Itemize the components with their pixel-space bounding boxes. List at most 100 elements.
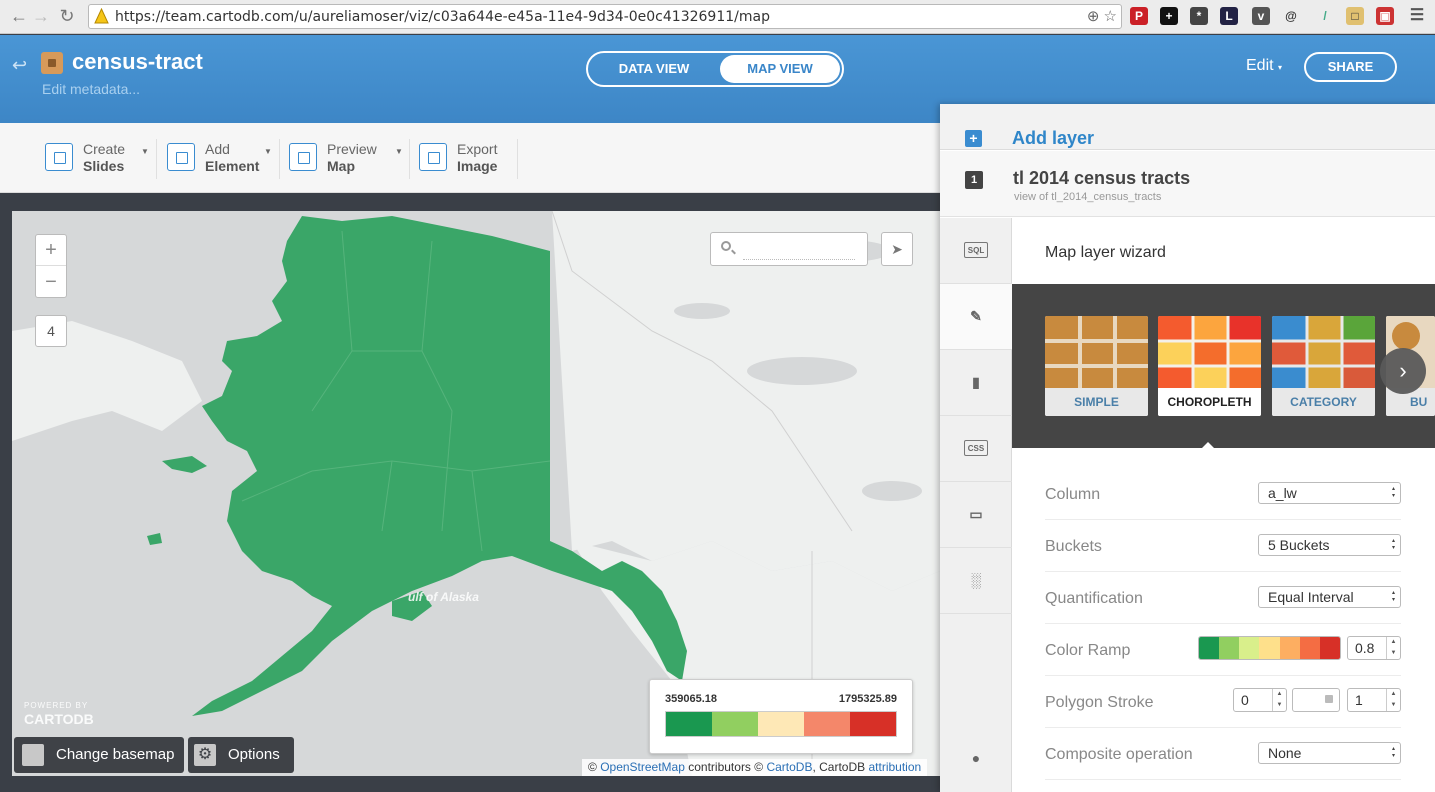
stroke-width-stepper[interactable]: 0 ▲ ▼ [1233,688,1287,712]
map-view-button[interactable]: MAP VIEW [720,55,840,83]
stroke-color-picker[interactable] [1292,688,1340,712]
snapshot-icon[interactable]: ▣ [1376,7,1394,25]
change-basemap-button[interactable]: Change basemap [14,737,184,773]
locate-arrow-icon[interactable]: ➤ [881,232,913,266]
viz-choropleth-card[interactable]: CHOROPLETH [1158,316,1261,416]
share-button[interactable]: SHARE [1304,52,1397,82]
tab-infowindow[interactable]: ▮ [940,350,1012,416]
zoom-level-indicator: 4 [35,315,67,347]
preview-map-button[interactable]: Preview Map ▼ [289,141,407,177]
map-title[interactable]: census-tract [72,49,203,74]
powered-by-label: POWERED BY [24,701,89,710]
map-layer-wizard: Map layer wizard SIMPLE CHOROPLETH [1012,218,1435,792]
asterisk-extension-icon[interactable]: * [1190,7,1208,25]
tab-sql[interactable]: SQL [940,218,1012,284]
cartodb-logo: CARTODB [24,711,94,727]
composite-select[interactable]: None [1258,742,1401,764]
map-search-input[interactable] [710,232,868,266]
viz-label: SIMPLE [1045,388,1148,416]
sql-icon: SQL [964,242,988,258]
back-arrow-icon[interactable]: ← [10,6,28,26]
zoom-control: + − [35,234,67,298]
attribution-text: , CartoDB [812,760,869,774]
buckets-select[interactable]: 5 Buckets [1258,534,1401,556]
layer-header[interactable]: 1 tl 2014 census tracts view of tl_2014_… [940,151,1435,217]
infowindow-icon: ▮ [972,374,980,390]
ramp-opacity-stepper[interactable]: 0.8 ▲ ▼ [1347,636,1401,660]
add-layer-row[interactable]: + Add layer [940,104,1435,150]
ramp-swatch [1279,637,1300,659]
chevron-right-icon[interactable]: › [1380,348,1426,394]
data-view-button[interactable]: DATA VIEW [618,61,690,76]
pinterest-icon[interactable]: P [1130,7,1148,25]
stepper-arrows-icon[interactable]: ▲ ▼ [1272,689,1286,711]
quantification-select[interactable]: Equal Interval [1258,586,1401,608]
tab-css[interactable]: CSS [940,416,1012,482]
color-ramp-row: Color Ramp 0.8 ▲ ▼ [1045,624,1401,676]
stepper-arrows-icon[interactable]: ▲ ▼ [1386,637,1400,659]
address-bar[interactable]: https://team.cartodb.com/u/aureliamoser/… [88,4,1122,29]
zoom-in-button[interactable]: + [36,235,66,266]
add-layer-button[interactable]: Add layer [1012,128,1095,148]
map-canvas[interactable]: ulf of Alaska + − 4 ➤ 359065.18 1795325.… [12,211,940,776]
back-to-dashboard-icon[interactable]: ↩ [12,55,28,75]
url-text: https://team.cartodb.com/u/aureliamoser/… [115,9,770,25]
cartodb-link[interactable]: CartoDB [766,760,813,774]
column-select[interactable]: a_lw [1258,482,1401,504]
gear-icon: ⚙ [194,744,216,766]
color-ramp-picker[interactable] [1198,636,1341,660]
stroke-opacity-stepper[interactable]: 1 ▲ ▼ [1347,688,1401,712]
viz-category-card[interactable]: CATEGORY [1272,316,1375,416]
caret-down-icon[interactable]: ▼ [395,147,403,156]
layer-panel: + Add layer 1 tl 2014 census tracts view… [940,104,1435,792]
divider [409,139,410,179]
legend-swatch [712,712,758,736]
export-image-button[interactable]: Export Image [419,141,519,177]
menu-icon[interactable]: ☰ [1408,7,1426,25]
tool-label-bold: Image [457,158,498,174]
composite-row: Composite operation None [1045,728,1401,780]
divider [517,139,518,179]
buckets-label: Buckets [1045,538,1102,555]
legend-icon: ▭ [969,506,983,522]
color-swatch-icon [1325,695,1333,703]
color-ramp-label: Color Ramp [1045,642,1131,659]
alaska-region [192,216,687,716]
viz-type-carousel: SIMPLE CHOROPLETH CATEGORY [1012,284,1435,448]
stepper-arrows-icon[interactable]: ▲ ▼ [1386,689,1400,711]
reload-icon[interactable]: ↻ [59,6,75,26]
plus-extension-icon[interactable]: + [1160,7,1178,25]
add-element-button[interactable]: Add Element ▼ [167,141,277,177]
forward-arrow-icon[interactable]: → [32,6,50,26]
at-extension-icon[interactable]: @ [1282,7,1300,25]
tab-more[interactable]: ● [940,730,1012,792]
lastpass-lock-icon[interactable]: L [1220,7,1238,25]
privacy-lock-icon[interactable] [41,52,63,74]
pocket-icon[interactable]: v [1252,7,1270,25]
ramp-swatch [1259,637,1280,659]
tool-label: Create [83,141,126,157]
edit-menu[interactable]: Edit ▾ [1246,57,1282,75]
eyedropper-icon[interactable]: / [1316,7,1334,25]
viz-simple-card[interactable]: SIMPLE [1045,316,1148,416]
map-attribution: © OpenStreetMap contributors © CartoDB, … [582,759,928,776]
tab-wizard[interactable]: ✎ [940,284,1012,350]
caret-down-icon[interactable]: ▼ [141,147,149,156]
choropleth-thumbnail [1158,316,1261,388]
wizard-title: Map layer wizard [1045,244,1166,261]
layer-name[interactable]: tl 2014 census tracts [1013,168,1191,188]
tab-filters[interactable]: ░ [940,548,1012,614]
bookmark-star-icon[interactable]: ⊕ ☆ [1086,8,1117,25]
simple-thumbnail [1045,316,1148,388]
osm-link[interactable]: OpenStreetMap [600,760,685,774]
attribution-link[interactable]: attribution [868,760,922,774]
create-slides-button[interactable]: Create Slides ▼ [45,141,155,177]
caret-down-icon[interactable]: ▼ [264,147,272,156]
polygon-stroke-label: Polygon Stroke [1045,694,1154,711]
edit-metadata-link[interactable]: Edit metadata... [42,81,141,97]
notebook-icon[interactable]: □ [1346,7,1364,25]
tab-legend[interactable]: ▭ [940,482,1012,548]
options-button[interactable]: ⚙ Options [188,737,294,773]
zoom-out-button[interactable]: − [45,271,57,293]
buckets-row: Buckets 5 Buckets [1045,520,1401,572]
